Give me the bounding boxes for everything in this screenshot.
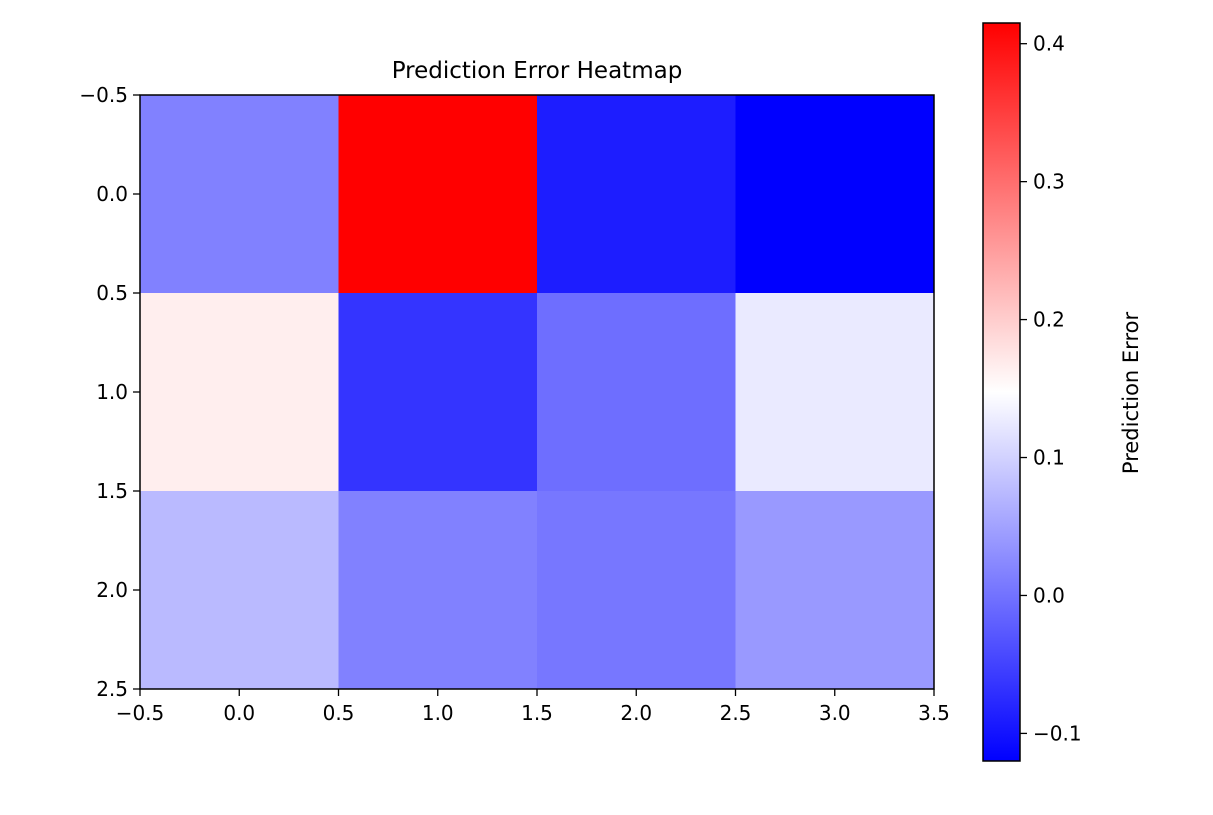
colorbar-gradient xyxy=(982,22,1021,762)
x-tick-label: −0.5 xyxy=(116,701,165,725)
y-tick-label: −0.5 xyxy=(79,83,128,107)
y-tick-label: 1.0 xyxy=(96,380,128,404)
colorbar-tick-label: 0.4 xyxy=(1033,32,1065,56)
x-axis: −0.5 0.0 0.5 1.0 1.5 2.0 2.5 3.0 3.5 xyxy=(116,689,950,725)
x-tick-label: 1.5 xyxy=(521,701,553,725)
colorbar: 0.4 0.3 0.2 0.1 0.0 −0.1 xyxy=(982,22,1082,762)
y-tick-label: 0.0 xyxy=(96,182,128,206)
x-tick-label: 3.5 xyxy=(918,701,950,725)
heatmap-cell-r0-c0 xyxy=(140,95,339,294)
heatmap-cell-r2-c0 xyxy=(140,491,339,690)
heatmap-cell-r2-c2 xyxy=(537,491,736,690)
x-tick-label: 0.0 xyxy=(223,701,255,725)
heatmap-cell-r1-c2 xyxy=(537,293,736,492)
x-tick-label: 2.0 xyxy=(620,701,652,725)
chart-title: Prediction Error Heatmap xyxy=(392,58,683,84)
colorbar-tick-label: 0.2 xyxy=(1033,308,1065,332)
heatmap-cell-r0-c2 xyxy=(537,95,736,294)
colorbar-label: Prediction Error xyxy=(1119,312,1143,475)
y-tick-label: 2.0 xyxy=(96,578,128,602)
x-tick-label: 1.0 xyxy=(422,701,454,725)
y-axis: −0.5 0.0 0.5 1.0 1.5 2.0 2.5 xyxy=(79,83,140,701)
y-tick-label: 2.5 xyxy=(96,677,128,701)
colorbar-tick-label: 0.1 xyxy=(1033,446,1065,470)
heatmap-cell-r0-c3 xyxy=(735,95,935,294)
y-tick-label: 1.5 xyxy=(96,479,128,503)
heatmap-cell-r1-c3 xyxy=(735,293,935,492)
x-tick-label: 0.5 xyxy=(323,701,355,725)
x-tick-label: 3.0 xyxy=(819,701,851,725)
colorbar-tick-label: 0.0 xyxy=(1033,583,1065,607)
y-tick-label: 0.5 xyxy=(96,281,128,305)
heatmap-cell-r0-c1 xyxy=(338,95,538,294)
x-tick-label: 2.5 xyxy=(720,701,752,725)
heatmap-cell-r1-c0 xyxy=(140,293,339,492)
colorbar-tick-label: 0.3 xyxy=(1033,170,1065,194)
heatmap-cells xyxy=(140,95,935,690)
heatmap-cell-r2-c3 xyxy=(735,491,935,690)
heatmap-cell-r2-c1 xyxy=(338,491,538,690)
heatmap-cell-r1-c1 xyxy=(338,293,538,492)
colorbar-tick-label: −0.1 xyxy=(1033,721,1082,745)
